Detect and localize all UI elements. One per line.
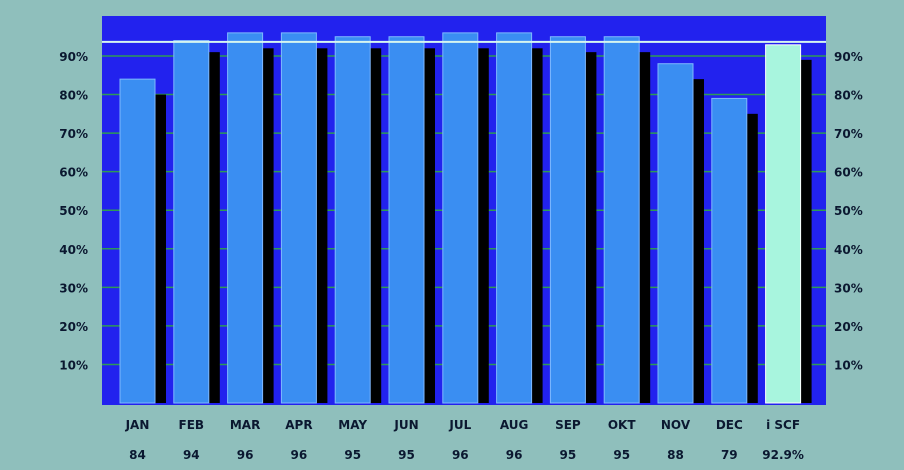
x-tick-label: DEC xyxy=(716,418,743,432)
y-tick-label-left: 60% xyxy=(59,166,88,180)
y-tick-label-left: 30% xyxy=(59,281,88,295)
x-axis: JAN 84 FEB 94 MAR 96 APR 96 MAY 95 JUN 95 JUL 96 AUG 96… xyxy=(125,418,804,462)
bar-feb xyxy=(173,40,210,404)
x-tick-label: i SCF xyxy=(766,418,800,432)
data-label: 96 xyxy=(506,448,523,462)
y-tick-label-right: 40% xyxy=(834,243,863,257)
y-tick-label-right: 70% xyxy=(834,127,863,141)
x-tick-label: NOV xyxy=(661,418,691,432)
y-tick-label-left: 20% xyxy=(59,320,88,334)
bar-aug xyxy=(496,32,533,404)
y-axis-right: 10% 20% 30% 40% 50% 60% 70% 80% 90% xyxy=(834,50,863,372)
x-tick-label: FEB xyxy=(179,418,205,432)
bar-nov xyxy=(657,63,694,404)
y-axis-left: 10% 20% 30% 40% 50% 60% 70% 80% 90% xyxy=(59,50,88,372)
bar-mar xyxy=(227,32,264,404)
bar-may xyxy=(334,36,371,404)
data-label: 96 xyxy=(291,448,308,462)
data-label: 95 xyxy=(398,448,415,462)
bar-apr xyxy=(280,32,317,404)
bar-jan xyxy=(119,78,156,404)
y-tick-label-right: 10% xyxy=(834,358,863,372)
y-tick-label-left: 80% xyxy=(59,89,88,103)
data-label: 92.9% xyxy=(762,448,804,462)
x-tick-label: JUN xyxy=(393,418,418,432)
y-tick-label-left: 70% xyxy=(59,127,88,141)
y-tick-label-left: 40% xyxy=(59,243,88,257)
y-tick-label-left: 90% xyxy=(59,50,88,64)
data-label: 88 xyxy=(667,448,684,462)
data-label: 95 xyxy=(344,448,361,462)
bar-dec xyxy=(711,97,748,404)
y-tick-label-right: 30% xyxy=(834,281,863,295)
bar-i-scf xyxy=(765,44,802,404)
y-tick-label-right: 20% xyxy=(834,320,863,334)
bar-okt xyxy=(603,36,640,404)
x-tick-label: JAN xyxy=(125,418,150,432)
y-tick-label-left: 50% xyxy=(59,204,88,218)
y-tick-label-right: 60% xyxy=(834,166,863,180)
y-tick-label-right: 50% xyxy=(834,204,863,218)
y-tick-label-left: 10% xyxy=(59,358,88,372)
data-label: 94 xyxy=(183,448,200,462)
x-tick-label: MAR xyxy=(230,418,260,432)
x-tick-label: MAY xyxy=(338,418,367,432)
bar-sep xyxy=(549,36,586,404)
bar-jul xyxy=(442,32,479,404)
bars xyxy=(119,32,802,404)
y-tick-label-right: 90% xyxy=(834,50,863,64)
data-label: 96 xyxy=(452,448,469,462)
data-label: 95 xyxy=(613,448,630,462)
data-label: 95 xyxy=(560,448,577,462)
data-label: 84 xyxy=(129,448,146,462)
data-label: 79 xyxy=(721,448,738,462)
x-tick-label: AUG xyxy=(500,418,529,432)
y-tick-label-right: 80% xyxy=(834,89,863,103)
x-tick-label: APR xyxy=(285,418,312,432)
bar-jun xyxy=(388,36,425,404)
x-tick-label: OKT xyxy=(608,418,637,432)
data-label: 96 xyxy=(237,448,254,462)
x-tick-label: JUL xyxy=(448,418,471,432)
x-tick-label: SEP xyxy=(555,418,581,432)
